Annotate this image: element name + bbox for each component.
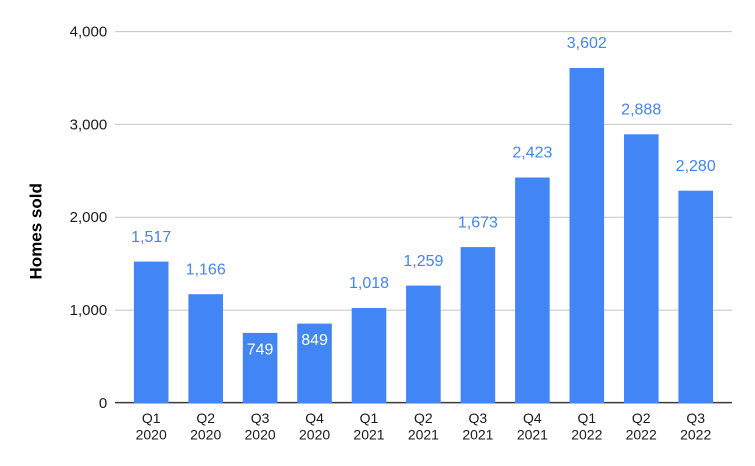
svg-text:2021: 2021 — [517, 426, 548, 442]
svg-text:Q2: Q2 — [196, 410, 215, 426]
svg-text:4,000: 4,000 — [70, 23, 108, 40]
svg-text:Homes sold: Homes sold — [27, 183, 46, 279]
svg-text:3,000: 3,000 — [70, 116, 108, 133]
svg-text:Q3: Q3 — [469, 410, 488, 426]
svg-text:Q4: Q4 — [523, 410, 542, 426]
svg-text:2022: 2022 — [626, 426, 657, 442]
svg-text:1,259: 1,259 — [403, 253, 443, 270]
svg-text:1,166: 1,166 — [186, 261, 226, 278]
svg-text:2020: 2020 — [136, 426, 167, 442]
svg-text:0: 0 — [99, 395, 107, 412]
svg-text:2022: 2022 — [680, 426, 711, 442]
svg-text:Q2: Q2 — [632, 410, 651, 426]
svg-text:Q4: Q4 — [305, 410, 324, 426]
svg-text:1,673: 1,673 — [458, 214, 498, 231]
svg-text:2021: 2021 — [408, 426, 439, 442]
svg-text:2,423: 2,423 — [512, 145, 552, 162]
svg-text:1,517: 1,517 — [131, 229, 171, 246]
svg-text:1,000: 1,000 — [70, 302, 108, 319]
svg-text:Q1: Q1 — [577, 410, 596, 426]
svg-text:2021: 2021 — [353, 426, 384, 442]
svg-text:2020: 2020 — [299, 426, 330, 442]
svg-text:1,018: 1,018 — [349, 275, 389, 292]
svg-text:Q3: Q3 — [251, 410, 270, 426]
svg-text:2020: 2020 — [245, 426, 276, 442]
svg-text:2020: 2020 — [190, 426, 221, 442]
svg-text:Q1: Q1 — [142, 410, 161, 426]
svg-text:3,602: 3,602 — [567, 35, 607, 52]
svg-text:Q1: Q1 — [360, 410, 379, 426]
svg-text:Q2: Q2 — [414, 410, 433, 426]
svg-text:2,888: 2,888 — [621, 102, 661, 119]
svg-text:2,280: 2,280 — [676, 158, 716, 175]
svg-text:Q3: Q3 — [686, 410, 705, 426]
svg-text:2,000: 2,000 — [70, 209, 108, 226]
svg-text:2022: 2022 — [571, 426, 602, 442]
svg-text:749: 749 — [247, 341, 274, 358]
svg-text:849: 849 — [301, 332, 328, 349]
svg-text:2021: 2021 — [462, 426, 493, 442]
